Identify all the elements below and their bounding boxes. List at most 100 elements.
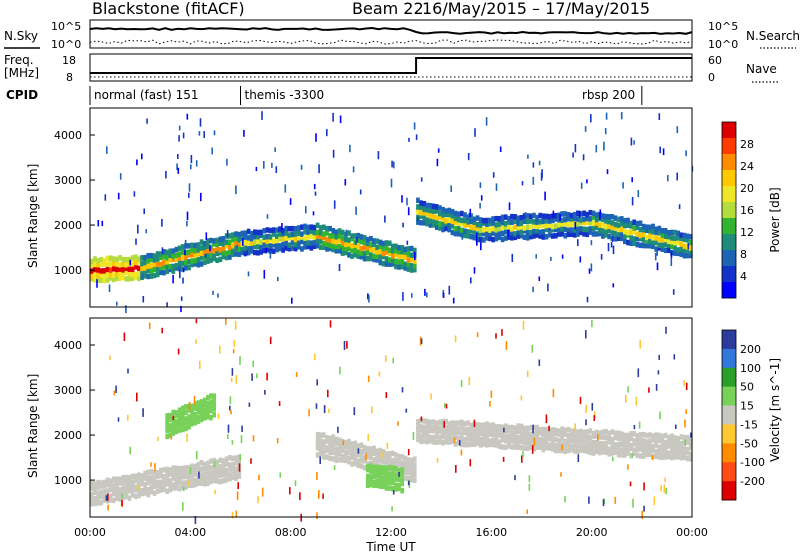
echo-cell	[538, 160, 541, 166]
echo-cell	[554, 436, 558, 443]
echo-cell	[174, 479, 179, 486]
echo-cell	[340, 443, 345, 449]
echo-cell	[312, 224, 317, 231]
echo-cell	[118, 491, 122, 497]
echo-cell	[463, 217, 467, 224]
echo-cell	[99, 268, 104, 274]
echo-cell	[146, 469, 151, 475]
echo-cell	[663, 241, 668, 248]
echo-cell	[177, 470, 182, 477]
echo-cell	[328, 444, 332, 450]
echo-cell	[199, 360, 201, 369]
echo-cell	[494, 428, 499, 434]
echo-cell	[137, 481, 141, 487]
echo-cell	[450, 209, 455, 215]
echo-cell	[193, 248, 198, 254]
echo-cell	[274, 147, 276, 152]
echo-cell	[322, 439, 326, 445]
echo-cell	[253, 234, 257, 240]
echo-cell	[315, 229, 320, 236]
echo-cell	[212, 412, 216, 418]
echo-cell	[177, 475, 182, 481]
echo-cell	[362, 465, 367, 471]
echo-cell	[99, 489, 104, 495]
echo-cell	[532, 431, 536, 437]
echo-cell	[353, 233, 358, 239]
echo-cell	[96, 267, 100, 273]
echo-cell	[500, 434, 505, 440]
echo-cell	[130, 492, 135, 498]
echo-cell	[106, 146, 108, 154]
echo-cell	[102, 272, 107, 278]
echo-cell	[654, 246, 659, 252]
echo-cell	[688, 249, 693, 255]
echo-cell	[375, 448, 379, 454]
echo-cell	[475, 225, 480, 231]
echo-cell	[309, 240, 314, 246]
echo-cell	[645, 439, 649, 445]
echo-cell	[375, 249, 379, 255]
echo-cell	[513, 214, 517, 220]
echo-cell	[522, 430, 527, 436]
echo-cell	[218, 478, 223, 485]
echo-cell	[502, 456, 505, 462]
echo-cell	[190, 258, 194, 264]
echo-cell	[199, 416, 204, 423]
echo-cell	[544, 435, 549, 442]
echo-cell	[349, 144, 351, 153]
echo-cell	[613, 442, 618, 448]
echo-cell	[550, 227, 555, 233]
echo-cell	[544, 234, 549, 240]
echo-cell	[627, 386, 629, 393]
echo-cell	[663, 454, 668, 460]
echo-cell	[588, 229, 593, 235]
echo-cell	[604, 449, 608, 455]
echo-cell	[535, 254, 537, 259]
echo-cell	[143, 475, 147, 482]
echo-cell	[105, 261, 110, 267]
echo-cell	[538, 439, 543, 446]
echo-cell	[441, 222, 445, 228]
echo-cell	[226, 230, 229, 238]
echo-cell	[491, 216, 495, 222]
echo-cell	[318, 442, 323, 448]
echo-cell	[629, 442, 633, 449]
echo-cell	[196, 477, 201, 484]
echo-cell	[648, 443, 652, 449]
echo-cell	[409, 462, 414, 468]
echo-cell	[431, 213, 436, 220]
echo-cell	[475, 425, 480, 432]
echo-cell	[187, 252, 191, 258]
echo-cell	[403, 249, 408, 255]
echo-cell	[425, 428, 430, 434]
echo-cell	[235, 510, 238, 518]
echo-cell	[152, 483, 157, 489]
echo-cell	[93, 272, 97, 278]
cpid-row: CPID normal (fast) 151 themis -3300 rbsp 2…	[6, 86, 643, 105]
echo-cell	[155, 266, 160, 272]
echo-cell	[635, 437, 640, 443]
echo-cell	[594, 444, 599, 451]
echo-cell	[648, 224, 652, 231]
echo-cell	[519, 429, 524, 435]
echo-cell	[648, 387, 650, 393]
echo-cell	[184, 404, 188, 410]
echo-cell	[540, 172, 543, 181]
echo-cell	[673, 445, 677, 451]
echo-cell	[165, 417, 169, 423]
echo-cell	[127, 478, 132, 484]
echo-cell	[325, 241, 329, 247]
echo-cell	[651, 235, 655, 241]
echo-cell	[337, 228, 342, 234]
echo-cell	[268, 227, 273, 234]
echo-cell	[278, 231, 282, 237]
echo-cell	[162, 269, 166, 276]
echo-cell	[115, 495, 119, 502]
echo-cell	[306, 234, 310, 240]
echo-cell	[572, 433, 577, 439]
echo-cell	[199, 118, 202, 127]
colorbar-tick-label: 4	[740, 270, 747, 283]
echo-cell	[212, 241, 216, 247]
echo-cell	[231, 512, 234, 519]
echo-cell	[221, 462, 226, 469]
